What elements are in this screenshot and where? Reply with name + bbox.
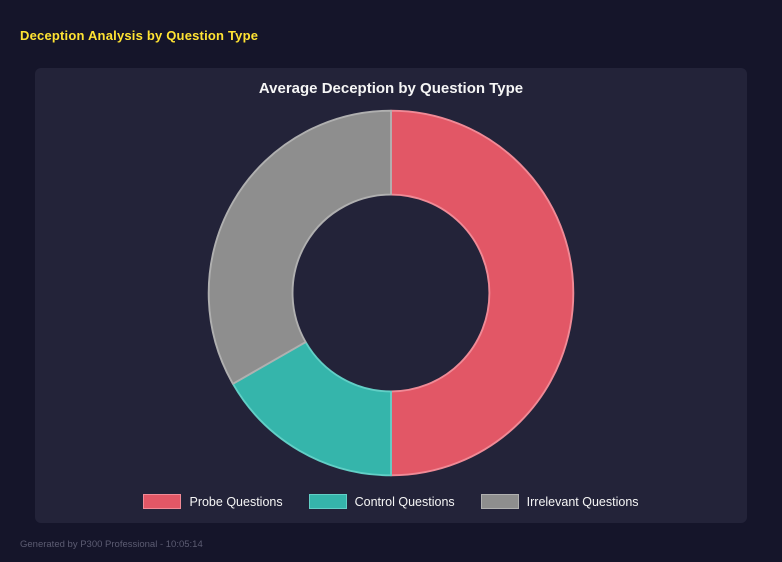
legend-item[interactable]: Irrelevant Questions — [480, 494, 639, 509]
donut-segment-1 — [390, 109, 575, 477]
legend-item[interactable]: Probe Questions — [143, 494, 283, 509]
legend-swatch — [308, 494, 347, 509]
footer-text: Generated by P300 Professional - 10:05:1… — [20, 539, 203, 550]
legend-swatch — [143, 494, 182, 509]
page-title: Deception Analysis by Question Type — [20, 28, 259, 43]
legend-label: Probe Questions — [189, 494, 283, 509]
donut-svg — [207, 109, 575, 477]
donut-segment-3 — [207, 109, 392, 385]
legend-item[interactable]: Control Questions — [308, 494, 455, 509]
legend-label: Irrelevant Questions — [526, 494, 639, 509]
chart-title: Average Deception by Question Type — [258, 80, 524, 97]
legend-label: Control Questions — [354, 494, 455, 509]
chart-panel: Average Deception by Question Type Probe… — [35, 68, 747, 523]
legend-swatch — [480, 494, 519, 509]
donut-segment-2 — [231, 341, 392, 477]
donut-chart — [204, 106, 578, 480]
chart-legend: Probe Questions Control Questions Irreleva… — [35, 494, 747, 509]
